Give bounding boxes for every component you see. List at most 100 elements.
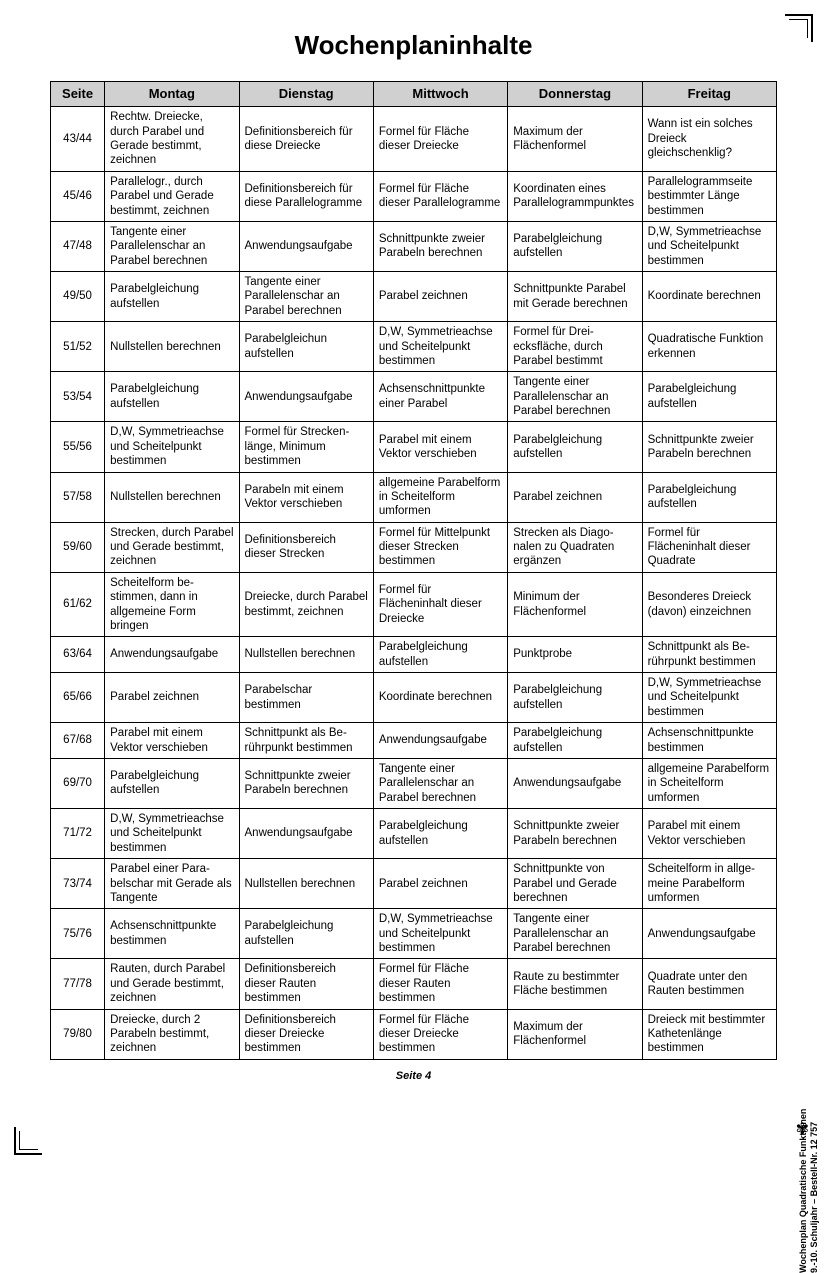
cell-freitag: D,W, Symmetrieach­se und Scheitelpunkt b…: [642, 221, 776, 271]
table-header-row: Seite Montag Dienstag Mittwoch Donnersta…: [51, 82, 777, 107]
cell-dienstag: Formel für Strecken­länge, Minimum besti…: [239, 422, 373, 472]
cell-montag: Parabelgleichung aufstellen: [105, 372, 239, 422]
seite: 75/76: [51, 909, 105, 959]
col-seite: Seite: [51, 82, 105, 107]
cell-mittwoch: allgemeine Parabel­form in Scheitelform …: [373, 472, 507, 522]
table-row: 55/56D,W, Symmetrieach­se und Scheitelpu…: [51, 422, 777, 472]
seite: 53/54: [51, 372, 105, 422]
cell-mittwoch: Schnittpunkte zweier Parabeln berechnen: [373, 221, 507, 271]
cell-donnerstag: Schnittpunkte von Parabel und Gerade ber…: [508, 859, 642, 909]
cell-donnerstag: Anwendungsaufgabe: [508, 758, 642, 808]
cell-mittwoch: Parabelgleichung aufstellen: [373, 809, 507, 859]
cell-donnerstag: Parabel zeichnen: [508, 472, 642, 522]
cell-donnerstag: Schnittpunkte Parabel mit Gerade berechn…: [508, 272, 642, 322]
table-row: 67/68Parabel mit einem Vektor verschiebe…: [51, 723, 777, 759]
seite: 49/50: [51, 272, 105, 322]
seite: 57/58: [51, 472, 105, 522]
table-row: 63/64AnwendungsaufgabeNullstellen berech…: [51, 637, 777, 673]
page-title: Wochenplaninhalte: [50, 30, 777, 61]
cell-mittwoch: D,W, Symmetrieach­se und Scheitelpunkt b…: [373, 909, 507, 959]
cell-dienstag: Anwendungsaufgabe: [239, 221, 373, 271]
seite: 65/66: [51, 673, 105, 723]
cell-dienstag: Schnittpunkte zweier Parabeln berechnen: [239, 758, 373, 808]
cell-freitag: Quadratische Funktion erkennen: [642, 322, 776, 372]
cell-dienstag: Anwendungsaufgabe: [239, 809, 373, 859]
seite: 43/44: [51, 107, 105, 172]
cell-freitag: Besonderes Dreieck (davon) einzeichnen: [642, 572, 776, 637]
seite: 79/80: [51, 1009, 105, 1059]
cell-dienstag: Definitionsbereich dieser Dreiecke besti…: [239, 1009, 373, 1059]
cell-donnerstag: Maximum der Flächenformel: [508, 107, 642, 172]
cell-donnerstag: Parabelgleichung aufstellen: [508, 422, 642, 472]
cell-montag: Rechtw. Dreiecke, durch Parabel und Gera…: [105, 107, 239, 172]
table-row: 43/44Rechtw. Dreiecke, durch Parabel und…: [51, 107, 777, 172]
table-row: 47/48Tangente einer Parallelenschar an P…: [51, 221, 777, 271]
cell-dienstag: Definitionsbereich dieser Strecken: [239, 522, 373, 572]
cell-dienstag: Nullstellen berechnen: [239, 859, 373, 909]
seite: 77/78: [51, 959, 105, 1009]
seite: 63/64: [51, 637, 105, 673]
cell-donnerstag: Koordinaten eines Parallelogramm­punktes: [508, 171, 642, 221]
cell-freitag: Parabel mit einem Vektor verschieben: [642, 809, 776, 859]
seite: 51/52: [51, 322, 105, 372]
cell-donnerstag: Raute zu bestimmter Fläche bestimmen: [508, 959, 642, 1009]
cell-dienstag: Parabelgleichun aufstellen: [239, 322, 373, 372]
cell-freitag: D,W, Symmetrieach­se und Scheitelpunkt b…: [642, 673, 776, 723]
cell-mittwoch: Formel für Mittel­punkt dieser Stre­cken…: [373, 522, 507, 572]
cell-donnerstag: Tangente einer Parallelenschar an Parabe…: [508, 909, 642, 959]
table-row: 79/80Dreiecke, durch 2 Parabeln bestimmt…: [51, 1009, 777, 1059]
table-row: 49/50Parabelgleichung aufstellenTangente…: [51, 272, 777, 322]
cell-dienstag: Parabeln mit einem Vektor verschieben: [239, 472, 373, 522]
cell-montag: Parabel mit einem Vektor verschieben: [105, 723, 239, 759]
col-mittwoch: Mittwoch: [373, 82, 507, 107]
cell-donnerstag: Minimum der Flächenformel: [508, 572, 642, 637]
seite: 47/48: [51, 221, 105, 271]
cell-dienstag: Dreiecke, durch Parabel bestimmt, zeichn…: [239, 572, 373, 637]
table-row: 75/76Achsenschnittpunkte bestimmenParabe…: [51, 909, 777, 959]
table-row: 45/46Parallelogr., durch Parabel und Ger…: [51, 171, 777, 221]
col-montag: Montag: [105, 82, 239, 107]
col-freitag: Freitag: [642, 82, 776, 107]
table-row: 57/58Nullstellen berechnenParabeln mit e…: [51, 472, 777, 522]
seite: 73/74: [51, 859, 105, 909]
cell-donnerstag: Parabelgleichung aufstellen: [508, 723, 642, 759]
cell-freitag: Scheitelform in allge­meine Parabelform …: [642, 859, 776, 909]
seite: 55/56: [51, 422, 105, 472]
table-row: 65/66Parabel zeichnenParabelschar bestim…: [51, 673, 777, 723]
schedule-table: Seite Montag Dienstag Mittwoch Donnersta…: [50, 81, 777, 1060]
seite: 67/68: [51, 723, 105, 759]
cell-montag: Strecken, durch Parabel und Gerade besti…: [105, 522, 239, 572]
cell-dienstag: Definitionsbereich dieser Rauten bestimm…: [239, 959, 373, 1009]
cell-freitag: Anwendungsaufgabe: [642, 909, 776, 959]
cell-montag: Parabel einer Para­belschar mit Gerade a…: [105, 859, 239, 909]
table-row: 53/54Parabelgleichung aufstellenAnwendun…: [51, 372, 777, 422]
cell-montag: D,W, Symmetrieach­se und Scheitelpunkt b…: [105, 809, 239, 859]
cell-mittwoch: Anwendungsaufgabe: [373, 723, 507, 759]
cell-montag: Parabel zeichnen: [105, 673, 239, 723]
cell-donnerstag: Formel für Drei­ecksfläche, durch Parabe…: [508, 322, 642, 372]
side-line2: 9.-10. Schuljahr – Bestell-Nr. 12 757: [808, 1109, 819, 1273]
cell-freitag: Schnittpunkte zweier Parabeln berechnen: [642, 422, 776, 472]
cell-freitag: Dreieck mit bestimm­ter Kathetenlänge be…: [642, 1009, 776, 1059]
cell-freitag: Formel für Flächeninhalt dieser Quadrate: [642, 522, 776, 572]
seite: 59/60: [51, 522, 105, 572]
cell-freitag: allgemeine Parabel­form in Scheitelform …: [642, 758, 776, 808]
cell-montag: Nullstellen berechnen: [105, 322, 239, 372]
cell-donnerstag: Punktprobe: [508, 637, 642, 673]
cell-dienstag: Parabelschar bestimmen: [239, 673, 373, 723]
table-row: 73/74Parabel einer Para­belschar mit Ger…: [51, 859, 777, 909]
cell-dienstag: Anwendungsaufgabe: [239, 372, 373, 422]
cell-montag: D,W, Symmetrieach­se und Scheitelpunkt b…: [105, 422, 239, 472]
table-row: 69/70Parabelgleichung aufstellenSchnittp…: [51, 758, 777, 808]
cell-freitag: Parallelogrammseite bestimmter Länge bes…: [642, 171, 776, 221]
table-row: 51/52Nullstellen berechnenParabelgleichu…: [51, 322, 777, 372]
cell-dienstag: Nullstellen berechnen: [239, 637, 373, 673]
cell-freitag: Wann ist ein solches Dreieck gleichschen…: [642, 107, 776, 172]
cell-montag: Achsenschnittpunkte bestimmen: [105, 909, 239, 959]
page-content: Wochenplaninhalte Seite Montag Dienstag …: [0, 0, 827, 1102]
cell-mittwoch: Tangente einer Parallelenschar an Parabe…: [373, 758, 507, 808]
cell-montag: Rauten, durch Parabel und Gerade bestimm…: [105, 959, 239, 1009]
cell-mittwoch: D,W, Symmetrieach­se und Scheitelpunkt b…: [373, 322, 507, 372]
cell-montag: Tangente einer Parallelenschar an Parabe…: [105, 221, 239, 271]
table-row: 59/60Strecken, durch Parabel und Gerade …: [51, 522, 777, 572]
